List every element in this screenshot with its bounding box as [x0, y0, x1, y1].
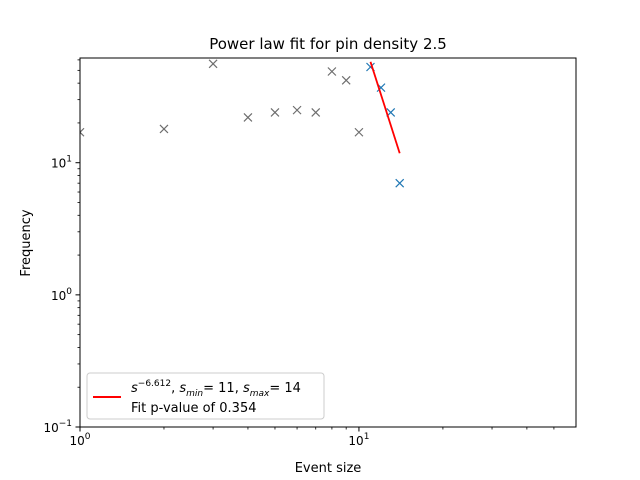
y-tick-label-1: 100: [51, 287, 72, 303]
data-point-s0-1: [159, 124, 169, 134]
plot-frame: [79, 57, 577, 428]
x-marker: [354, 127, 364, 137]
x-marker: [159, 124, 169, 134]
x-marker: [327, 67, 337, 76]
legend-smin-base: s: [179, 381, 186, 396]
data-point-s1-3: [395, 178, 405, 188]
legend-pvalue-label: Fit p-value of 0.354: [131, 401, 257, 416]
x-tick-label-1: 101: [348, 432, 369, 448]
y-axis-label: Frequency: [19, 209, 34, 276]
chart-marks: [80, 59, 405, 188]
data-point-s0-9: [354, 127, 364, 137]
legend-smax-base: s: [243, 381, 250, 396]
chart-title: Power law fit for pin density 2.5: [209, 35, 447, 53]
legend-smax-value: = 14: [269, 381, 301, 396]
legend-smin-sub: min: [186, 389, 203, 399]
x-marker: [341, 75, 351, 85]
data-point-s0-2: [208, 59, 218, 69]
x-marker: [80, 127, 85, 137]
x-marker: [270, 108, 280, 117]
legend-exponent: −6.612: [138, 379, 171, 389]
y-tick-label-2: 101: [51, 155, 72, 171]
legend-box: [86, 372, 325, 420]
legend: s−6.612, smin= 11, smax= 14 Fit p-value …: [86, 372, 325, 420]
legend-smin-value: = 11: [203, 381, 235, 396]
data-point-s0-6: [311, 108, 321, 117]
x-axis-label: Event size: [295, 461, 362, 476]
data-point-s0-4: [270, 108, 280, 117]
legend-smax-sub: max: [250, 389, 270, 399]
legend-exponent-base: s: [131, 381, 138, 396]
x-marker: [292, 105, 302, 115]
x-marker: [311, 108, 321, 117]
plot-area: [79, 57, 577, 428]
data-point-s0-8: [341, 75, 351, 85]
x-marker: [208, 59, 218, 69]
y-tick-label-0: 10−1: [43, 419, 72, 435]
x-marker: [395, 178, 405, 188]
fit-line: [369, 61, 401, 154]
x-tick-label-0: 100: [69, 432, 90, 448]
data-point-s0-7: [327, 67, 337, 76]
data-point-s0-5: [292, 105, 302, 115]
data-point-s0-3: [243, 113, 253, 122]
x-marker: [243, 113, 253, 122]
legend-fit-label: s−6.612, smin= 11, smax= 14: [131, 379, 301, 399]
data-point-s0-0: [80, 127, 85, 137]
